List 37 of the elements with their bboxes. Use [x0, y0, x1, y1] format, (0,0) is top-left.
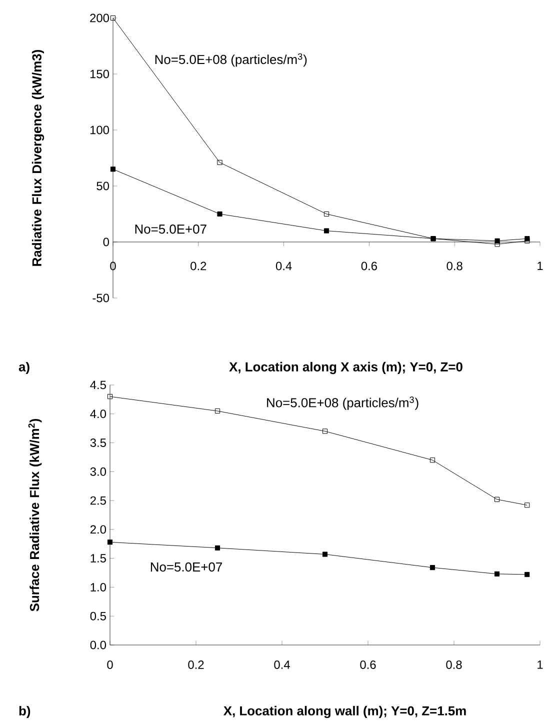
x-tick-label: 0.2 — [190, 262, 206, 270]
y-tick-label: -50 — [92, 294, 110, 302]
y-tick-label: 3.0 — [90, 467, 106, 476]
x-tick-label: 0.4 — [276, 262, 292, 270]
y-tick-label: 0.5 — [90, 612, 106, 620]
y-axis-title: Surface Radiative Flux (kW/m$^{2}$) — [28, 418, 42, 612]
y-tick-label: 1.5 — [90, 554, 106, 562]
x-tick-label: 0.8 — [446, 660, 462, 669]
x-axis-title: X, Location along X axis (m); Y=0, Z=0 — [229, 362, 462, 374]
series-label: No=5.0E+08 (particles/m$^{3}$) — [155, 53, 307, 67]
y-tick-label: 200 — [90, 14, 110, 22]
y-tick-label: 2.5 — [90, 496, 106, 505]
x-tick-label: 1 — [538, 262, 543, 270]
x-tick-label: 1 — [538, 660, 543, 669]
y-tick-label: 4.5 — [90, 380, 106, 390]
y-tick-label: 2.0 — [90, 525, 106, 534]
series-label: No=5.0E+07 — [150, 562, 222, 572]
x-tick-label: 0.2 — [188, 660, 204, 669]
text: b) — [19, 706, 30, 718]
series-label: No=5.0E+08 (particles/m$^{3}$) — [267, 396, 418, 410]
y-axis-title: Radiative Flux Divergence (kW/m3) — [32, 50, 44, 266]
y-tick-label: 4.0 — [90, 410, 106, 418]
x-tick-label: 0.8 — [446, 262, 462, 270]
y-tick-label: 3.5 — [90, 438, 106, 447]
x-tick-label: 0.6 — [360, 660, 376, 669]
y-tick-label: 0.0 — [90, 640, 106, 650]
text: a) — [18, 362, 30, 374]
x-tick-label: 0.4 — [274, 660, 290, 669]
x-axis-title: X, Location along wall (m); Y=0, Z=1.5m — [223, 706, 466, 718]
y-tick-label: 0 — [103, 238, 110, 246]
y-tick-label: 100 — [90, 126, 110, 134]
y-tick-label: 1.0 — [90, 582, 106, 592]
x-tick-label: 0 — [110, 262, 116, 270]
y-tick-label: 150 — [90, 70, 110, 78]
y-tick-label: 50 — [96, 182, 110, 190]
x-tick-label: 0.6 — [361, 262, 377, 270]
series-label: No=5.0E+07 — [135, 224, 206, 234]
